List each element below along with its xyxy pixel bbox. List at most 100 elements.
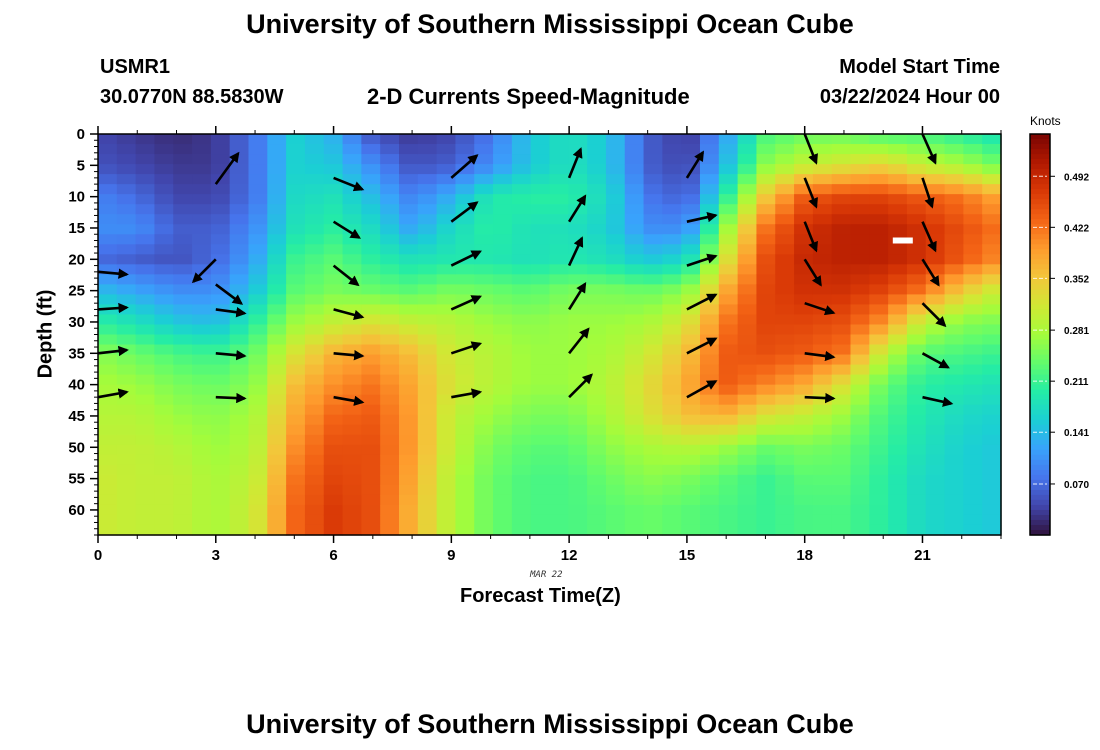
heatmap-cell bbox=[436, 294, 457, 306]
heatmap-cell bbox=[210, 234, 231, 245]
heatmap-cell bbox=[944, 144, 964, 155]
heatmap-cell bbox=[229, 184, 250, 195]
heatmap-cell bbox=[963, 134, 983, 145]
heatmap-cell bbox=[963, 204, 983, 215]
heatmap-cell bbox=[587, 174, 607, 185]
heatmap-cell bbox=[794, 484, 814, 496]
heatmap-cell bbox=[455, 324, 475, 336]
heatmap-cell bbox=[605, 314, 626, 326]
heatmap-cell bbox=[493, 414, 513, 426]
heatmap-cell bbox=[850, 374, 870, 386]
heatmap-cell bbox=[192, 394, 212, 406]
heatmap-cell bbox=[812, 344, 833, 356]
heatmap-cell bbox=[493, 524, 513, 536]
heatmap-cell bbox=[888, 474, 908, 486]
heatmap-cell bbox=[925, 304, 946, 316]
heatmap-cell bbox=[775, 334, 795, 346]
heatmap-cell bbox=[775, 374, 795, 386]
heatmap-cell bbox=[530, 184, 551, 195]
heatmap-cell bbox=[906, 274, 927, 285]
heatmap-cell bbox=[493, 464, 513, 476]
heatmap-cell bbox=[794, 324, 814, 336]
heatmap-cell bbox=[455, 354, 475, 366]
heatmap-cell bbox=[323, 204, 344, 215]
heatmap-cell bbox=[869, 354, 889, 366]
heatmap-cell bbox=[775, 274, 795, 285]
heatmap-cell bbox=[323, 224, 344, 235]
heatmap-cell bbox=[304, 484, 325, 496]
colorbar-segment bbox=[1030, 509, 1050, 516]
colorbar-segment bbox=[1030, 354, 1050, 361]
heatmap-cell bbox=[455, 234, 475, 245]
heatmap-cell bbox=[605, 394, 626, 406]
heatmap-cell bbox=[380, 254, 400, 265]
heatmap-cell bbox=[248, 414, 268, 426]
heatmap-cell bbox=[662, 154, 682, 165]
heatmap-cell bbox=[511, 144, 532, 155]
heatmap-cell bbox=[304, 154, 325, 165]
heatmap-cell bbox=[267, 204, 287, 215]
heatmap-cell bbox=[737, 374, 758, 386]
heatmap-cell bbox=[304, 364, 325, 376]
heatmap-cell bbox=[361, 324, 381, 336]
colorbar-segment bbox=[1030, 469, 1050, 476]
heatmap-cell bbox=[624, 134, 645, 145]
heatmap-cell bbox=[173, 144, 193, 155]
heatmap-cell bbox=[361, 504, 381, 516]
heatmap-cell bbox=[756, 504, 776, 516]
heatmap-cell bbox=[568, 294, 588, 306]
heatmap-cell bbox=[831, 194, 852, 205]
heatmap-cell bbox=[605, 204, 626, 215]
heatmap-cell bbox=[643, 444, 663, 456]
colorbar-segment bbox=[1030, 329, 1050, 336]
current-arrow bbox=[450, 154, 479, 179]
heatmap-cell bbox=[605, 454, 626, 466]
heatmap-cell bbox=[812, 194, 833, 205]
colorbar-segment bbox=[1030, 304, 1050, 311]
heatmap-cell bbox=[944, 374, 964, 386]
colorbar-segment bbox=[1030, 439, 1050, 446]
heatmap-cell bbox=[794, 214, 814, 225]
heatmap-cell bbox=[944, 154, 964, 165]
heatmap-cell bbox=[436, 344, 457, 356]
heatmap-cell bbox=[436, 424, 457, 436]
heatmap-cell bbox=[869, 304, 889, 316]
heatmap-cell bbox=[568, 324, 588, 336]
heatmap-cell bbox=[963, 274, 983, 285]
heatmap-cell bbox=[192, 324, 212, 336]
heatmap-cell bbox=[831, 374, 852, 386]
colorbar-tick-label: 0.352 bbox=[1064, 274, 1089, 285]
heatmap-cell bbox=[925, 454, 946, 466]
heatmap-cell bbox=[192, 434, 212, 446]
heatmap-cell bbox=[361, 254, 381, 265]
heatmap-cell bbox=[643, 194, 663, 205]
heatmap-cell bbox=[643, 134, 663, 145]
current-arrow bbox=[97, 388, 129, 399]
heatmap-cell bbox=[831, 384, 852, 396]
heatmap-cell bbox=[925, 184, 946, 195]
current-arrow bbox=[450, 341, 483, 355]
heatmap-cell bbox=[267, 384, 287, 396]
heatmap-cell bbox=[549, 254, 569, 265]
heatmap-cell bbox=[323, 194, 344, 205]
heatmap-cell bbox=[888, 504, 908, 516]
heatmap-cell bbox=[173, 384, 193, 396]
current-arrow bbox=[568, 327, 590, 355]
heatmap-cell bbox=[549, 314, 569, 326]
heatmap-cell bbox=[474, 304, 494, 316]
heatmap-cell bbox=[511, 504, 532, 516]
heatmap-cell bbox=[681, 424, 701, 436]
heatmap-cell bbox=[361, 334, 381, 346]
current-arrow bbox=[215, 307, 247, 318]
heatmap-cell bbox=[850, 344, 870, 356]
heatmap-cell bbox=[982, 514, 1002, 526]
heatmap-cell bbox=[662, 274, 682, 285]
heatmap-cell bbox=[700, 364, 720, 376]
heatmap-cell bbox=[568, 454, 588, 466]
heatmap-cell bbox=[831, 264, 852, 275]
heatmap-cell bbox=[587, 274, 607, 285]
heatmap-cell bbox=[775, 424, 795, 436]
heatmap-cell bbox=[549, 354, 569, 366]
heatmap-cell bbox=[323, 244, 344, 255]
heatmap-cell bbox=[662, 514, 682, 526]
